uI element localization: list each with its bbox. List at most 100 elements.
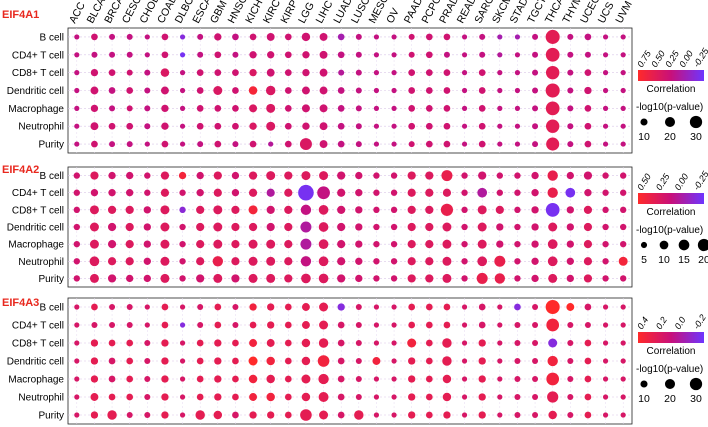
bubble-eif4a1-blca-r5 [90, 122, 99, 131]
size-tick-label: 10 [638, 131, 650, 143]
bubble-eif4a2-chol-r6 [143, 274, 151, 283]
bubble-eif4a3-lgg-r5 [301, 392, 311, 402]
bubble-eif4a3-brca-r0 [109, 304, 116, 310]
bubble-eif4a2-hnsc-r6 [231, 274, 240, 283]
bubble-eif4a2-pcpg-r1 [425, 188, 434, 197]
bubble-eif4a3-read-r3 [461, 358, 468, 364]
bubble-eif4a3-esca-r1 [197, 322, 204, 328]
bubble-eif4a1-chol-r3 [144, 87, 151, 94]
bubble-eif4a2-lgg-r1 [298, 184, 314, 201]
bubble-eif4a1-skcm-r6 [497, 141, 503, 147]
bubble-eif4a3-read-r6 [461, 412, 468, 418]
bubble-eif4a2-stad-r4 [514, 240, 521, 248]
bubble-eif4a2-dlbc-r6 [179, 275, 186, 282]
size-legend-dot [640, 380, 648, 388]
bubble-eif4a2-cesc-r4 [125, 240, 134, 249]
bubble-eif4a1-ucec-r0 [584, 33, 592, 41]
bubble-eif4a3-hnsc-r1 [232, 322, 239, 328]
row-label: Dendritic cell [7, 223, 64, 234]
bubble-eif4a2-thym-r0 [566, 171, 574, 180]
bubble-eif4a1-dlbc-r0 [179, 34, 186, 40]
bubble-eif4a3-prad-r1 [443, 321, 451, 329]
bubble-eif4a1-cesc-r3 [126, 87, 134, 94]
bubble-eif4a1-ucs-r5 [602, 123, 609, 129]
bubble-eif4a2-dlbc-r3 [179, 223, 186, 231]
bubble-eif4a3-read-r2 [461, 340, 468, 346]
bubble-eif4a3-thym-r0 [566, 303, 575, 311]
bubble-eif4a2-sarc-r4 [477, 239, 487, 249]
bubble-eif4a1-kich-r1 [249, 51, 257, 59]
bubble-eif4a1-prad-r0 [443, 33, 451, 41]
bubble-eif4a1-kich-r4 [249, 104, 258, 113]
bubble-eif4a3-kich-r1 [249, 321, 257, 329]
bubble-eif4a3-brca-r4 [108, 375, 116, 383]
bubble-eif4a3-kich-r2 [249, 339, 258, 347]
bubble-eif4a3-cesc-r2 [126, 339, 134, 347]
bubble-eif4a1-prad-r3 [443, 87, 451, 94]
bubble-eif4a3-luad-r3 [337, 357, 345, 365]
bubble-eif4a1-dlbc-r6 [179, 141, 186, 147]
bubble-eif4a3-thca-r4 [546, 372, 560, 386]
bubble-eif4a3-stad-r0 [514, 303, 521, 311]
bubble-eif4a2-thca-r2 [545, 202, 560, 217]
bubble-eif4a3-stad-r4 [514, 376, 521, 382]
bubble-eif4a3-stad-r2 [514, 340, 521, 346]
bubble-eif4a2-acc-r3 [73, 223, 80, 231]
bubble-eif4a1-lgg-r2 [302, 68, 310, 77]
bubble-eif4a3-kirc-r1 [267, 321, 275, 329]
bubble-eif4a2-kich-r5 [248, 256, 258, 266]
bubble-eif4a3-luad-r4 [337, 375, 345, 383]
bubble-eif4a1-gbm-r4 [214, 105, 222, 112]
bubble-eif4a2-lgg-r2 [300, 204, 312, 216]
bubble-eif4a1-gbm-r5 [214, 122, 222, 130]
bubble-eif4a1-ov-r6 [391, 141, 397, 147]
row-label: B cell [40, 32, 64, 43]
bubble-eif4a3-gbm-r5 [214, 393, 222, 401]
bubble-eif4a1-chol-r2 [144, 69, 151, 76]
bubble-eif4a1-luad-r0 [337, 33, 345, 41]
bubble-eif4a1-brca-r0 [109, 33, 116, 40]
bubble-eif4a3-sarc-r0 [478, 303, 486, 311]
bubble-eif4a3-coad-r0 [161, 303, 169, 311]
bubble-eif4a2-skcm-r6 [494, 273, 505, 284]
bubble-eif4a3-prad-r3 [442, 356, 452, 366]
bubble-eif4a1-kirp-r0 [284, 33, 292, 41]
bubble-eif4a1-ov-r3 [391, 87, 397, 94]
bubble-eif4a1-read-r3 [461, 87, 468, 94]
bubble-eif4a3-hnsc-r3 [232, 357, 239, 365]
bubble-eif4a2-skcm-r1 [496, 189, 503, 196]
bubble-eif4a2-uvm-r6 [620, 275, 627, 282]
bubble-eif4a1-skcm-r2 [497, 70, 503, 76]
bubble-eif4a3-brca-r1 [109, 322, 116, 328]
bubble-eif4a2-chol-r5 [143, 257, 151, 265]
bubble-eif4a2-hnsc-r0 [231, 171, 240, 180]
bubble-eif4a2-sarc-r3 [477, 222, 487, 232]
bubble-eif4a1-meso-r0 [373, 34, 380, 40]
bubble-eif4a1-kirp-r3 [284, 87, 292, 94]
bubble-eif4a1-lusc-r1 [355, 51, 362, 58]
bubble-eif4a3-coad-r6 [161, 411, 169, 419]
bubble-eif4a3-uvm-r0 [620, 304, 626, 310]
bubble-eif4a2-ov-r3 [390, 223, 398, 231]
bubble-eif4a2-acc-r2 [73, 206, 80, 214]
bubble-eif4a1-read-r4 [461, 105, 468, 111]
size-legend-dot [664, 116, 676, 128]
bubble-eif4a2-lihc-r0 [319, 171, 329, 181]
bubble-eif4a3-lgg-r1 [301, 321, 310, 329]
bubble-eif4a2-paad-r1 [407, 188, 416, 197]
bubble-eif4a1-lihc-r2 [319, 68, 328, 77]
row-label: Purity [38, 140, 64, 151]
bubble-eif4a3-paad-r4 [408, 375, 416, 383]
bubble-eif4a3-blca-r3 [90, 357, 99, 365]
bubble-eif4a2-gbm-r2 [213, 205, 223, 215]
bubble-eif4a2-sarc-r1 [477, 187, 488, 198]
bubble-eif4a1-cesc-r6 [126, 141, 133, 148]
bubble-eif4a1-lusc-r5 [355, 123, 362, 130]
bubble-eif4a1-thym-r3 [567, 87, 574, 94]
bubble-eif4a2-acc-r5 [73, 258, 80, 265]
bubble-eif4a2-ucec-r5 [583, 257, 593, 266]
bubble-eif4a1-ov-r2 [391, 70, 397, 76]
bubble-eif4a1-kirc-r1 [267, 51, 275, 59]
bubble-eif4a3-kirp-r3 [284, 357, 292, 365]
bubble-eif4a3-thym-r2 [567, 340, 574, 346]
